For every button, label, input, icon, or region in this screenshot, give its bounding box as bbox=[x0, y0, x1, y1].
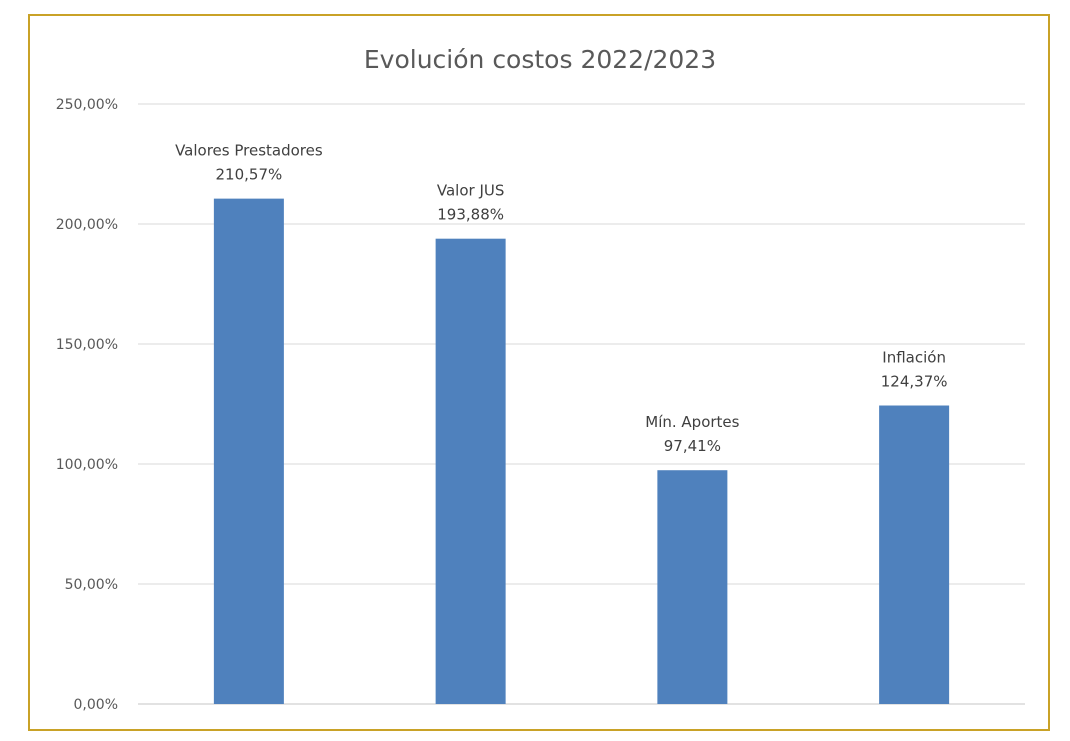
bar-value-label: 124,37% bbox=[881, 373, 948, 391]
y-tick-label: 250,00% bbox=[56, 97, 118, 113]
bar-3 bbox=[657, 470, 728, 704]
bar-category-label: Valores Prestadores bbox=[175, 142, 323, 160]
y-tick-label: 200,00% bbox=[56, 217, 118, 233]
bar-category-label: Valor JUS bbox=[437, 182, 505, 200]
bar-1 bbox=[213, 198, 284, 704]
y-axis-ticks: 0,00% 50,00% 100,00% 150,00% 200,00% 250,00% bbox=[56, 97, 118, 713]
bar-category-label: Inflación bbox=[882, 349, 946, 367]
y-tick-label: 150,00% bbox=[56, 337, 118, 353]
bar-value-label: 210,57% bbox=[216, 166, 283, 184]
data-labels: Valores Prestadores 210,57% Valor JUS 193,8… bbox=[175, 142, 947, 456]
bars bbox=[213, 198, 950, 705]
y-tick-label: 50,00% bbox=[65, 577, 118, 593]
gridlines bbox=[138, 103, 1025, 705]
bar-value-label: 97,41% bbox=[664, 437, 721, 455]
y-tick-label: 100,00% bbox=[56, 457, 118, 473]
bar-4 bbox=[879, 405, 950, 704]
bar-2 bbox=[435, 238, 506, 705]
bar-category-label: Mín. Aportes bbox=[645, 413, 739, 431]
bar-value-label: 193,88% bbox=[437, 206, 504, 224]
chart-title: Evolución costos 2022/2023 bbox=[364, 45, 716, 74]
y-tick-label: 0,00% bbox=[74, 697, 118, 713]
